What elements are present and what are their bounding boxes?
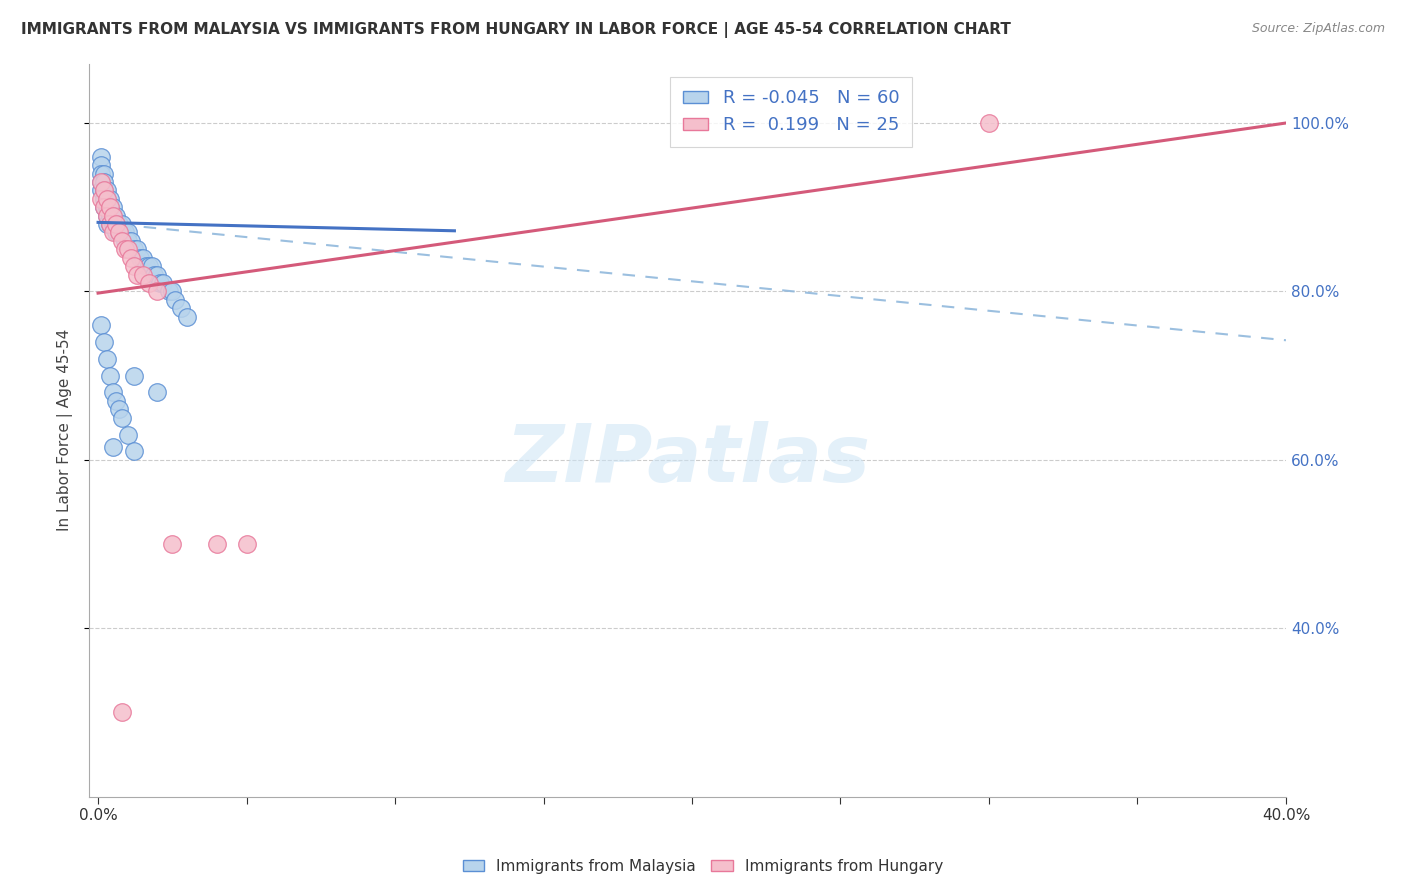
- Point: [90, 192, 112, 206]
- Point: [108, 226, 131, 240]
- Point: [101, 209, 124, 223]
- Point: [101, 209, 124, 223]
- Point: [135, 259, 157, 273]
- Point: [141, 259, 163, 273]
- Point: [117, 243, 139, 257]
- Point: [98, 200, 121, 214]
- Point: [96, 217, 118, 231]
- Point: [104, 217, 127, 231]
- Point: [146, 268, 169, 282]
- Point: [93, 192, 115, 206]
- Text: Source: ZipAtlas.com: Source: ZipAtlas.com: [1251, 22, 1385, 36]
- Point: [108, 402, 131, 417]
- Point: [104, 209, 127, 223]
- Point: [96, 192, 118, 206]
- Point: [101, 385, 124, 400]
- Point: [96, 192, 118, 206]
- Point: [125, 268, 148, 282]
- Point: [101, 226, 124, 240]
- Point: [93, 167, 115, 181]
- Point: [98, 217, 121, 231]
- Point: [122, 368, 145, 383]
- Point: [96, 200, 118, 214]
- Point: [157, 285, 180, 299]
- Point: [149, 276, 172, 290]
- Point: [165, 293, 187, 307]
- Point: [205, 537, 228, 551]
- Point: [114, 234, 136, 248]
- Point: [146, 385, 169, 400]
- Point: [98, 192, 121, 206]
- Point: [98, 217, 121, 231]
- Point: [122, 259, 145, 273]
- Text: ZIPatlas: ZIPatlas: [505, 421, 870, 499]
- Point: [101, 440, 124, 454]
- Point: [152, 276, 174, 290]
- Point: [98, 200, 121, 214]
- Point: [90, 183, 112, 197]
- Legend: R = -0.045   N = 60, R =  0.199   N = 25: R = -0.045 N = 60, R = 0.199 N = 25: [671, 77, 912, 147]
- Point: [93, 334, 115, 349]
- Point: [117, 427, 139, 442]
- Point: [111, 226, 134, 240]
- Point: [108, 217, 131, 231]
- Point: [146, 285, 169, 299]
- Y-axis label: In Labor Force | Age 45-54: In Labor Force | Age 45-54: [58, 329, 73, 532]
- Point: [93, 200, 115, 214]
- Point: [131, 251, 153, 265]
- Point: [170, 301, 193, 316]
- Point: [93, 200, 115, 214]
- Point: [117, 234, 139, 248]
- Point: [235, 537, 257, 551]
- Point: [98, 209, 121, 223]
- Point: [111, 234, 134, 248]
- Point: [104, 217, 127, 231]
- Point: [98, 368, 121, 383]
- Legend: Immigrants from Malaysia, Immigrants from Hungary: Immigrants from Malaysia, Immigrants fro…: [457, 853, 949, 880]
- Point: [111, 706, 134, 720]
- Point: [104, 226, 127, 240]
- Point: [90, 158, 112, 172]
- Point: [111, 410, 134, 425]
- Point: [101, 217, 124, 231]
- Point: [122, 243, 145, 257]
- Point: [120, 234, 142, 248]
- Point: [93, 183, 115, 197]
- Point: [104, 393, 127, 408]
- Point: [125, 243, 148, 257]
- Point: [176, 310, 198, 324]
- Point: [90, 167, 112, 181]
- Point: [162, 537, 184, 551]
- Point: [101, 200, 124, 214]
- Point: [96, 351, 118, 366]
- Point: [93, 183, 115, 197]
- Point: [96, 183, 118, 197]
- Text: IMMIGRANTS FROM MALAYSIA VS IMMIGRANTS FROM HUNGARY IN LABOR FORCE | AGE 45-54 C: IMMIGRANTS FROM MALAYSIA VS IMMIGRANTS F…: [21, 22, 1011, 38]
- Point: [138, 276, 160, 290]
- Point: [96, 209, 118, 223]
- Point: [93, 175, 115, 189]
- Point: [122, 444, 145, 458]
- Point: [114, 226, 136, 240]
- Point: [90, 175, 112, 189]
- Point: [120, 251, 142, 265]
- Point: [96, 209, 118, 223]
- Point: [90, 150, 112, 164]
- Point: [143, 268, 166, 282]
- Point: [162, 285, 184, 299]
- Point: [977, 116, 1000, 130]
- Point: [138, 259, 160, 273]
- Point: [114, 243, 136, 257]
- Point: [131, 268, 153, 282]
- Point: [108, 226, 131, 240]
- Point: [111, 217, 134, 231]
- Point: [90, 175, 112, 189]
- Point: [117, 226, 139, 240]
- Point: [90, 318, 112, 332]
- Point: [128, 251, 150, 265]
